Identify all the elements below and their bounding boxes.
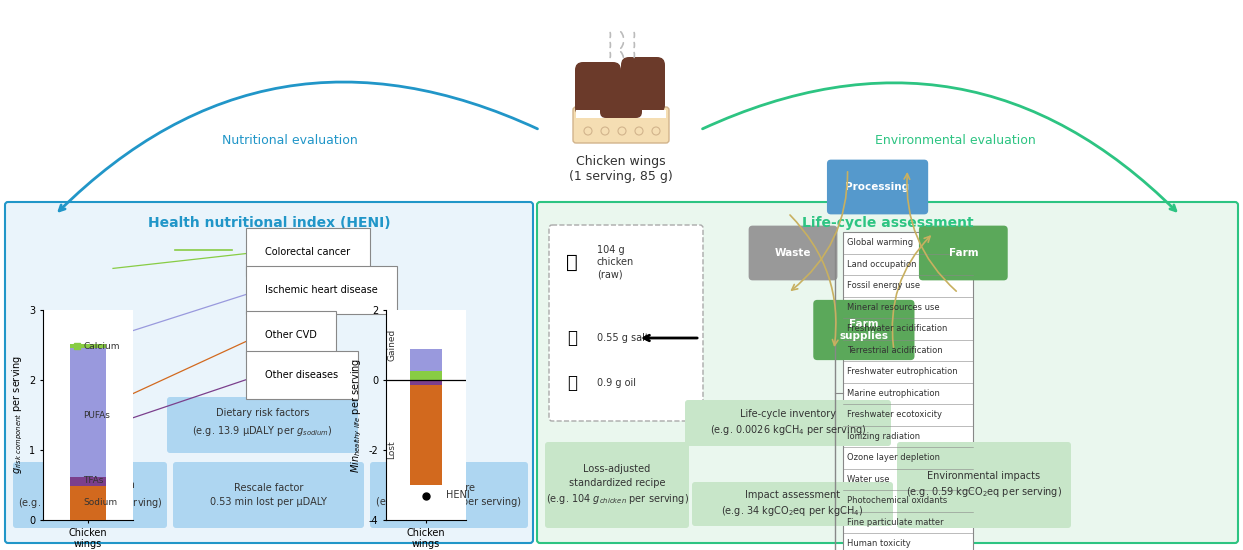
Text: 🐔: 🐔 — [566, 252, 578, 272]
Bar — [410, 385, 441, 485]
FancyBboxPatch shape — [544, 442, 689, 528]
Text: Photochemical oxidants: Photochemical oxidants — [846, 496, 947, 505]
Text: Fine particulate matter: Fine particulate matter — [846, 518, 943, 527]
FancyBboxPatch shape — [827, 160, 929, 215]
Text: 0.9 g oil: 0.9 g oil — [597, 378, 636, 388]
Text: Fossil energy use: Fossil energy use — [846, 281, 920, 290]
Bar — [71, 348, 106, 477]
Text: Lost: Lost — [388, 441, 397, 459]
Circle shape — [653, 127, 660, 135]
Text: Farm: Farm — [948, 248, 978, 258]
Text: Ozone layer depletion: Ozone layer depletion — [846, 453, 940, 462]
FancyBboxPatch shape — [12, 462, 167, 528]
FancyBboxPatch shape — [622, 57, 665, 113]
Bar — [410, 349, 441, 371]
Text: Farm
supplies: Farm supplies — [839, 319, 889, 341]
Circle shape — [584, 127, 592, 135]
FancyBboxPatch shape — [692, 482, 892, 526]
Text: Dietary risk factors
(e.g. 13.9 μDALY per $g_{sodium}$): Dietary risk factors (e.g. 13.9 μDALY pe… — [193, 409, 333, 437]
Text: Terrestrial acidification: Terrestrial acidification — [846, 346, 942, 355]
Circle shape — [602, 127, 609, 135]
Text: Land occupation: Land occupation — [846, 260, 916, 269]
Text: Marine eutrophication: Marine eutrophication — [846, 389, 940, 398]
Text: Life-cycle assessment: Life-cycle assessment — [802, 216, 973, 230]
Text: Water use: Water use — [846, 475, 890, 484]
FancyBboxPatch shape — [897, 442, 1071, 528]
Text: Gained: Gained — [388, 329, 397, 361]
Bar — [71, 486, 106, 520]
Bar — [71, 344, 106, 348]
FancyBboxPatch shape — [549, 225, 704, 421]
Text: (1 serving, 85 g): (1 serving, 85 g) — [569, 170, 672, 183]
Text: Loss-adjusted
standardized recipe
(e.g. 104 $g_{chicken}$ per serving): Loss-adjusted standardized recipe (e.g. … — [546, 464, 689, 505]
Text: Environmental evaluation: Environmental evaluation — [875, 134, 1035, 146]
Text: Freshwater eutrophication: Freshwater eutrophication — [846, 367, 957, 376]
FancyBboxPatch shape — [5, 202, 533, 543]
Text: HENI: HENI — [446, 491, 470, 501]
FancyBboxPatch shape — [573, 107, 669, 143]
Text: Waste: Waste — [774, 248, 812, 258]
Text: Life-cycle inventory
(e.g. 0.0026 kgCH$_4$ per serving): Life-cycle inventory (e.g. 0.0026 kgCH$_… — [710, 409, 866, 437]
Y-axis label: $Min_{healthy\ life}$ per serving: $Min_{healthy\ life}$ per serving — [351, 358, 364, 472]
FancyBboxPatch shape — [748, 226, 838, 280]
FancyBboxPatch shape — [537, 202, 1238, 543]
Text: Other CVD: Other CVD — [265, 330, 317, 340]
Text: Chicken wings: Chicken wings — [577, 155, 666, 168]
Text: Food  composition
(e.g. 0.49 $g_{sodium}$ per serving): Food composition (e.g. 0.49 $g_{sodium}$… — [17, 481, 163, 509]
FancyBboxPatch shape — [167, 397, 358, 453]
Text: Rescale factor
0.53 min lost per μDALY: Rescale factor 0.53 min lost per μDALY — [210, 483, 327, 507]
Text: Nutritional evaluation: Nutritional evaluation — [222, 134, 358, 146]
FancyBboxPatch shape — [576, 62, 622, 116]
Text: Other diseases: Other diseases — [265, 370, 338, 380]
Text: Calcium: Calcium — [83, 342, 121, 351]
Text: Freshwater acidification: Freshwater acidification — [846, 324, 947, 333]
Circle shape — [635, 127, 643, 135]
Text: 🧂: 🧂 — [567, 329, 577, 347]
FancyBboxPatch shape — [919, 226, 1008, 280]
Bar — [576, 110, 666, 118]
FancyBboxPatch shape — [600, 74, 641, 118]
FancyBboxPatch shape — [685, 400, 891, 446]
Bar — [71, 477, 106, 486]
Text: Ischemic heart disease: Ischemic heart disease — [265, 285, 378, 295]
Text: Health nutritional index (HENI): Health nutritional index (HENI) — [148, 216, 390, 230]
Text: Mineral resources use: Mineral resources use — [846, 302, 940, 312]
Circle shape — [618, 127, 626, 135]
Text: Impact assessment
(e.g. 34 kgCO$_2$eq per kgCH$_4$): Impact assessment (e.g. 34 kgCO$_2$eq pe… — [721, 490, 864, 518]
Text: Environmental impacts
(e.g. 0.59 kgCO$_2$eq per serving): Environmental impacts (e.g. 0.59 kgCO$_2… — [906, 471, 1062, 499]
Bar — [410, 380, 441, 385]
Text: Ionizing radiation: Ionizing radiation — [846, 432, 920, 441]
Text: Human toxicity: Human toxicity — [846, 539, 911, 548]
Text: 🫙: 🫙 — [567, 374, 577, 392]
Text: Processing: Processing — [845, 182, 910, 192]
Text: Freshwater ecotoxicity: Freshwater ecotoxicity — [846, 410, 942, 419]
Text: PUFAs: PUFAs — [83, 410, 111, 420]
Text: Global warming: Global warming — [846, 238, 914, 248]
FancyBboxPatch shape — [813, 300, 915, 360]
Y-axis label: $g_{risk\ component}$ per serving: $g_{risk\ component}$ per serving — [10, 355, 25, 475]
Text: 104 g
chicken
(raw): 104 g chicken (raw) — [597, 245, 634, 279]
Text: Sodium: Sodium — [83, 498, 118, 507]
Text: TFAs: TFAs — [83, 476, 104, 485]
Bar — [410, 371, 441, 380]
Bar — [843, 232, 973, 550]
Text: Colorectal cancer: Colorectal cancer — [265, 247, 351, 257]
FancyBboxPatch shape — [173, 462, 364, 528]
Text: 0.55 g salt: 0.55 g salt — [597, 333, 649, 343]
FancyBboxPatch shape — [370, 462, 528, 528]
Text: HENI score
(e.g. 3.3 min lost per serving): HENI score (e.g. 3.3 min lost per servin… — [377, 483, 522, 507]
